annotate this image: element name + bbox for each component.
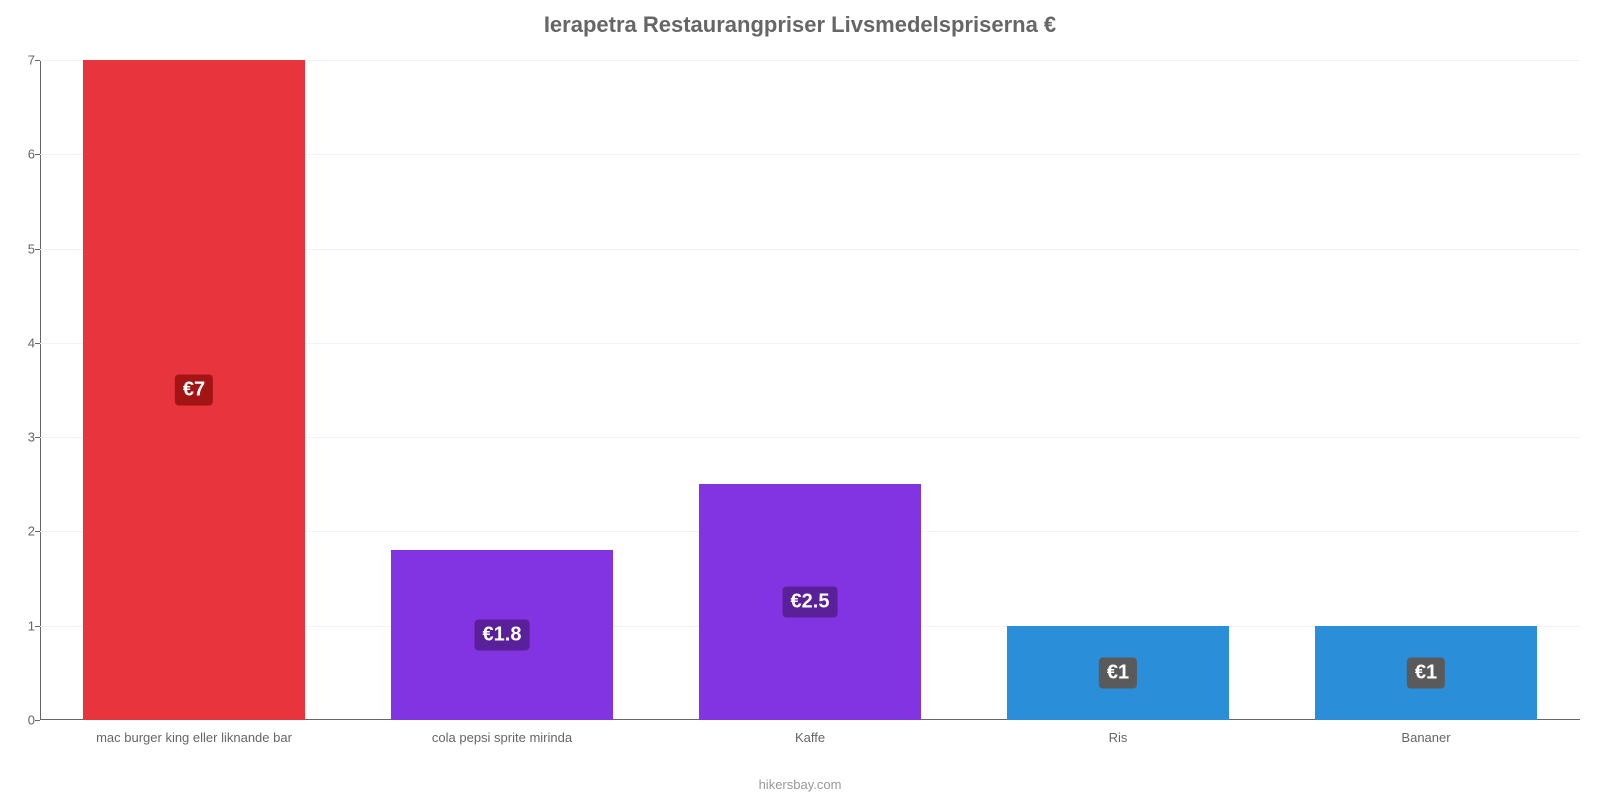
y-tick-label: 7 xyxy=(10,53,35,68)
y-tick-label: 4 xyxy=(10,335,35,350)
bar-value-label: €2.5 xyxy=(783,587,838,618)
y-tick-mark xyxy=(35,154,40,155)
y-tick-label: 3 xyxy=(10,430,35,445)
chart-container: Ierapetra Restaurangpriser Livsmedelspri… xyxy=(0,0,1600,800)
x-tick-label: Bananer xyxy=(1280,730,1573,745)
y-tick-mark xyxy=(35,437,40,438)
x-tick-label: Kaffe xyxy=(664,730,957,745)
x-tick-label: Ris xyxy=(972,730,1265,745)
y-axis xyxy=(40,60,41,720)
y-tick-label: 2 xyxy=(10,524,35,539)
y-tick-mark xyxy=(35,60,40,61)
y-tick-mark xyxy=(35,531,40,532)
y-tick-label: 0 xyxy=(10,713,35,728)
y-tick-mark xyxy=(35,343,40,344)
y-tick-label: 6 xyxy=(10,147,35,162)
y-tick-label: 1 xyxy=(10,618,35,633)
y-tick-label: 5 xyxy=(10,241,35,256)
bar-value-label: €7 xyxy=(175,375,213,406)
plot-area: 01234567€7mac burger king eller liknande… xyxy=(40,60,1580,720)
bar-value-label: €1 xyxy=(1407,657,1445,688)
bar-value-label: €1.8 xyxy=(475,620,530,651)
y-tick-mark xyxy=(35,249,40,250)
y-tick-mark xyxy=(35,626,40,627)
y-tick-mark xyxy=(35,720,40,721)
chart-footer: hikersbay.com xyxy=(0,777,1600,792)
chart-title: Ierapetra Restaurangpriser Livsmedelspri… xyxy=(0,12,1600,38)
bar-value-label: €1 xyxy=(1099,657,1137,688)
x-tick-label: mac burger king eller liknande bar xyxy=(48,730,341,745)
x-tick-label: cola pepsi sprite mirinda xyxy=(356,730,649,745)
